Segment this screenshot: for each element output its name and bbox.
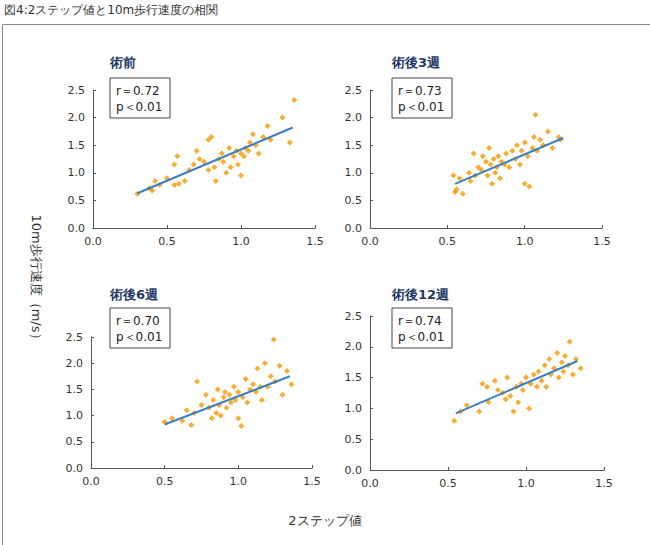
svg-text:p＜0.01: p＜0.01 <box>116 330 162 344</box>
svg-text:0.5: 0.5 <box>345 194 363 207</box>
svg-text:0.5: 0.5 <box>158 235 176 248</box>
svg-text:0.0: 0.0 <box>345 222 363 235</box>
svg-text:p＜0.01: p＜0.01 <box>398 330 444 344</box>
svg-text:0.0: 0.0 <box>68 222 86 235</box>
svg-text:0.0: 0.0 <box>361 235 379 248</box>
svg-text:0.5: 0.5 <box>439 235 457 248</box>
svg-text:p＜0.01: p＜0.01 <box>116 100 162 114</box>
svg-text:1.5: 1.5 <box>345 371 363 384</box>
svg-text:図4:2ステップ値と10m歩行速度の相関: 図4:2ステップ値と10m歩行速度の相関 <box>4 3 218 17</box>
svg-text:1.5: 1.5 <box>68 139 86 152</box>
svg-text:1.0: 1.0 <box>517 477 535 490</box>
svg-text:1.0: 1.0 <box>345 166 363 179</box>
svg-text:0.0: 0.0 <box>66 462 84 475</box>
svg-text:0.0: 0.0 <box>84 235 102 248</box>
svg-text:r＝0.70: r＝0.70 <box>116 314 160 328</box>
svg-text:0.5: 0.5 <box>439 477 457 490</box>
svg-text:1.5: 1.5 <box>345 139 363 152</box>
svg-text:2.5: 2.5 <box>345 84 363 97</box>
svg-text:1.0: 1.0 <box>66 409 84 422</box>
svg-text:r＝0.74: r＝0.74 <box>398 314 442 328</box>
svg-text:p＜0.01: p＜0.01 <box>398 100 444 114</box>
svg-text:0.5: 0.5 <box>66 435 84 448</box>
svg-text:0.5: 0.5 <box>68 194 86 207</box>
svg-text:1.0: 1.0 <box>68 166 86 179</box>
svg-text:10m歩行速度（m/s）: 10m歩行速度（m/s） <box>29 214 44 345</box>
svg-text:術後3週: 術後3週 <box>391 55 441 70</box>
svg-text:0.0: 0.0 <box>82 475 100 488</box>
svg-text:r＝0.73: r＝0.73 <box>398 84 442 98</box>
svg-text:2.5: 2.5 <box>66 331 84 344</box>
svg-text:2.5: 2.5 <box>68 84 86 97</box>
svg-text:0.0: 0.0 <box>345 464 363 477</box>
svg-text:r＝0.72: r＝0.72 <box>116 84 160 98</box>
svg-text:1.0: 1.0 <box>232 235 250 248</box>
svg-text:1.5: 1.5 <box>303 475 321 488</box>
svg-text:0.0: 0.0 <box>361 477 379 490</box>
svg-text:2.0: 2.0 <box>345 340 363 353</box>
svg-text:2.0: 2.0 <box>345 111 363 124</box>
svg-text:2ステップ値: 2ステップ値 <box>288 513 361 528</box>
svg-text:1.5: 1.5 <box>593 235 611 248</box>
svg-text:2.5: 2.5 <box>345 310 363 323</box>
svg-text:2.0: 2.0 <box>68 111 86 124</box>
svg-text:1.5: 1.5 <box>595 477 613 490</box>
svg-text:0.5: 0.5 <box>345 433 363 446</box>
svg-text:術前: 術前 <box>109 55 136 70</box>
svg-text:術後6週: 術後6週 <box>109 287 159 302</box>
svg-text:0.5: 0.5 <box>156 475 174 488</box>
svg-text:1.0: 1.0 <box>516 235 534 248</box>
svg-text:1.5: 1.5 <box>306 235 324 248</box>
svg-text:術後12週: 術後12週 <box>391 287 450 302</box>
svg-text:2.0: 2.0 <box>66 357 84 370</box>
svg-text:1.0: 1.0 <box>345 402 363 415</box>
svg-text:1.0: 1.0 <box>230 475 248 488</box>
svg-text:1.5: 1.5 <box>66 383 84 396</box>
